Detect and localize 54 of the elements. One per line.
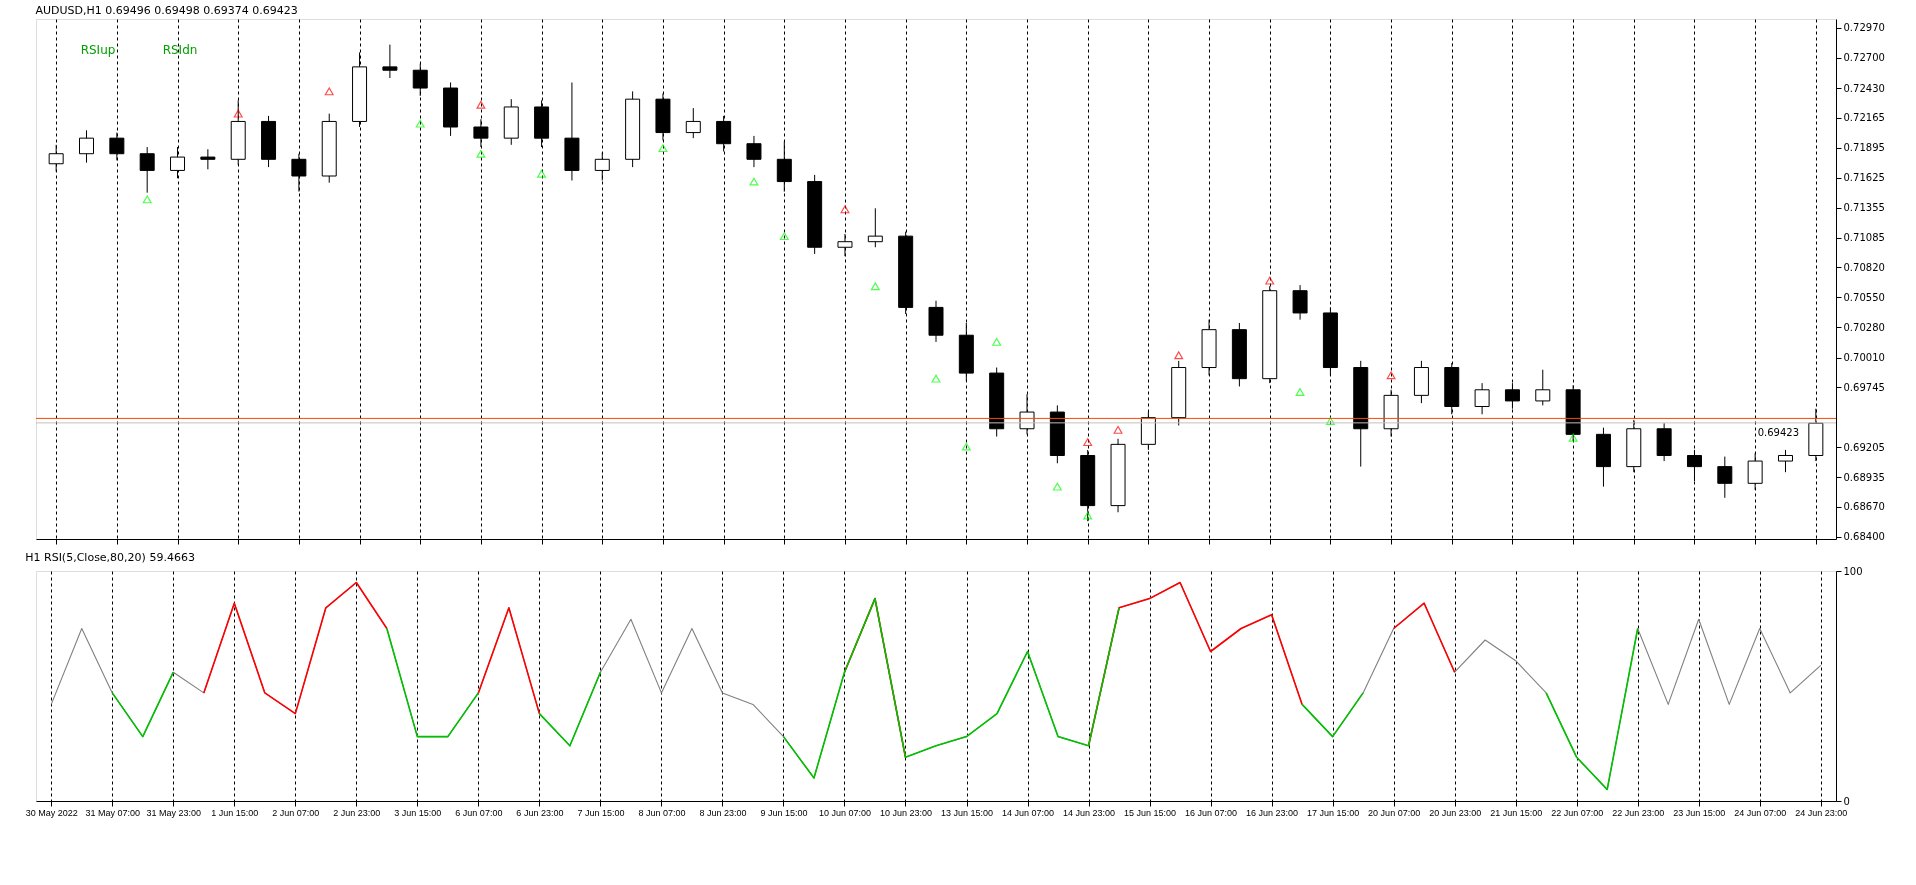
y-tick-label: 0.70820 bbox=[1843, 261, 1885, 273]
y-tick-label: 0.68400 bbox=[1843, 531, 1885, 543]
annotation: RSIdn bbox=[162, 43, 198, 57]
x-tick-label: 17 Jun 15:00 bbox=[1307, 807, 1360, 818]
x-tick-label: 1 Jun 15:00 bbox=[211, 807, 259, 818]
x-tick-label: 24 Jun 07:00 bbox=[1734, 807, 1787, 818]
x-tick-label: 13 Jun 15:00 bbox=[940, 807, 994, 818]
y-tick-label: 0.72700 bbox=[1843, 52, 1885, 64]
x-tick-label: 10 Jun 07:00 bbox=[818, 807, 871, 818]
x-tick-label: 15 Jun 15:00 bbox=[1124, 807, 1177, 818]
x-tick-label: 31 May 07:00 bbox=[85, 807, 141, 818]
x-tick-label: 7 Jun 15:00 bbox=[577, 807, 625, 818]
y-tick-label: 0.72430 bbox=[1843, 82, 1885, 94]
y-tick-label: 0.70280 bbox=[1843, 321, 1885, 333]
y-tick-label: 0.69745 bbox=[1843, 381, 1885, 393]
y-tick-label: 0.70010 bbox=[1843, 352, 1885, 363]
x-tick-label: 16 Jun 07:00 bbox=[1185, 807, 1238, 818]
x-tick-label: 3 Jun 15:00 bbox=[394, 807, 442, 818]
x-tick-label: 31 May 23:00 bbox=[146, 807, 202, 818]
y-tick-label: 0.68935 bbox=[1843, 471, 1885, 483]
x-tick-label: 21 Jun 15:00 bbox=[1490, 807, 1543, 818]
x-tick-label: 24 Jun 23:00 bbox=[1795, 807, 1848, 818]
y-tick-label: 0.69205 bbox=[1843, 441, 1885, 453]
y-tick-label: 0 bbox=[1843, 795, 1850, 807]
x-tick-label: 6 Jun 23:00 bbox=[516, 807, 564, 818]
x-tick-label: 10 Jun 23:00 bbox=[879, 807, 933, 818]
chart-title: H1 RSI(5,Close,80,20) 59.4663 bbox=[25, 551, 195, 564]
y-tick-label: 0.72970 bbox=[1843, 22, 1885, 34]
x-tick-label: 2 Jun 07:00 bbox=[272, 807, 320, 818]
annotation: RSIup bbox=[80, 43, 116, 57]
x-tick-label: 23 Jun 15:00 bbox=[1673, 807, 1726, 818]
y-tick-label: 0.72165 bbox=[1843, 112, 1885, 124]
chart-title: AUDUSD,H1 0.69496 0.69498 0.69374 0.69423 bbox=[35, 4, 298, 17]
x-tick-label: 16 Jun 23:00 bbox=[1246, 807, 1299, 818]
x-tick-label: 14 Jun 23:00 bbox=[1063, 807, 1116, 818]
y-tick-label: 0.71625 bbox=[1843, 172, 1885, 184]
x-tick-label: 20 Jun 23:00 bbox=[1429, 807, 1482, 818]
x-tick-label: 2 Jun 23:00 bbox=[333, 807, 381, 818]
x-tick-label: 20 Jun 07:00 bbox=[1368, 807, 1421, 818]
x-tick-label: 8 Jun 07:00 bbox=[638, 807, 686, 818]
x-tick-label: 8 Jun 23:00 bbox=[699, 807, 747, 818]
x-tick-label: 6 Jun 07:00 bbox=[455, 807, 503, 818]
x-tick-label: 30 May 2022 bbox=[25, 807, 78, 818]
x-tick-label: 9 Jun 15:00 bbox=[760, 807, 808, 818]
y-tick-label: 0.71895 bbox=[1843, 142, 1885, 154]
x-tick-label: 22 Jun 07:00 bbox=[1551, 807, 1604, 818]
x-tick-label: 22 Jun 23:00 bbox=[1612, 807, 1665, 818]
y-tick-label: 0.71355 bbox=[1843, 202, 1885, 214]
y-tick-label: 0.71085 bbox=[1843, 232, 1885, 244]
y-tick-label: 0.70550 bbox=[1843, 291, 1885, 303]
y-tick-label: 0.68670 bbox=[1843, 501, 1885, 513]
ref-line-label: 0.69423 bbox=[1757, 426, 1799, 438]
x-tick-label: 14 Jun 07:00 bbox=[1002, 807, 1055, 818]
y-tick-label: 100 bbox=[1843, 565, 1863, 577]
